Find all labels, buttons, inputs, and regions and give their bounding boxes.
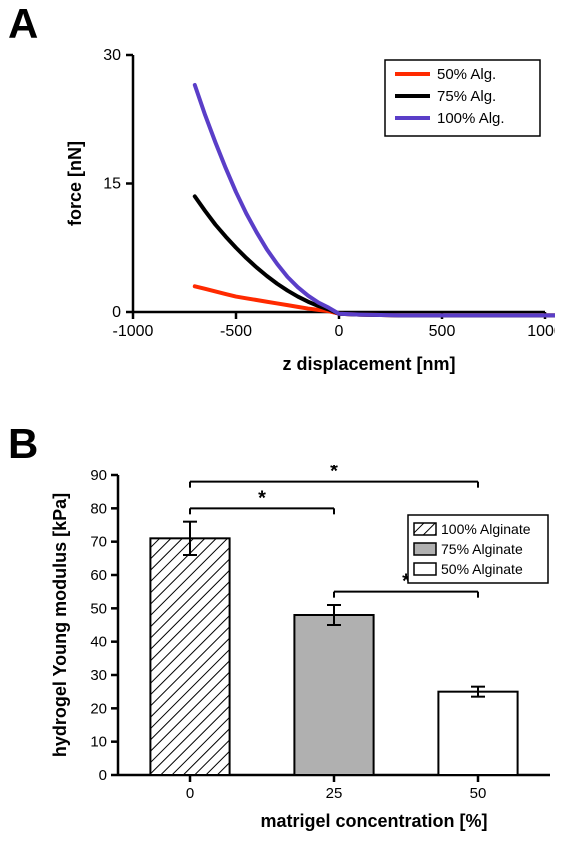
panel-b-label: B bbox=[8, 420, 38, 468]
svg-text:50: 50 bbox=[90, 600, 107, 617]
panel-a-chart: -1000 -500 0 500 1000 0 15 30 z displacement [nm… bbox=[55, 40, 555, 380]
bar-50 bbox=[438, 692, 517, 775]
svg-text:30: 30 bbox=[90, 667, 107, 684]
svg-text:25: 25 bbox=[326, 785, 343, 802]
svg-text:60: 60 bbox=[90, 567, 107, 584]
svg-text:75% Alg.: 75% Alg. bbox=[437, 88, 496, 105]
svg-text:*: * bbox=[258, 487, 266, 509]
svg-text:10: 10 bbox=[90, 734, 107, 751]
svg-text:20: 20 bbox=[90, 700, 107, 717]
svg-text:-1000: -1000 bbox=[113, 323, 154, 340]
svg-text:100% Alginate: 100% Alginate bbox=[441, 521, 531, 537]
svg-text:1000: 1000 bbox=[527, 323, 555, 340]
svg-text:75% Alginate: 75% Alginate bbox=[441, 541, 523, 557]
svg-text:0: 0 bbox=[112, 304, 121, 321]
svg-text:30: 30 bbox=[103, 47, 121, 64]
svg-text:100% Alg.: 100% Alg. bbox=[437, 110, 505, 127]
svg-text:force [nN]: force [nN] bbox=[65, 141, 85, 226]
svg-text:15: 15 bbox=[103, 176, 121, 193]
svg-text:500: 500 bbox=[429, 323, 456, 340]
svg-text:70: 70 bbox=[90, 534, 107, 551]
svg-text:0: 0 bbox=[335, 323, 344, 340]
svg-text:50% Alginate: 50% Alginate bbox=[441, 561, 523, 577]
svg-text:*: * bbox=[330, 465, 338, 483]
svg-text:80: 80 bbox=[90, 500, 107, 517]
svg-text:0: 0 bbox=[99, 767, 107, 784]
svg-text:50: 50 bbox=[470, 785, 487, 802]
svg-text:matrigel concentration [%]: matrigel concentration [%] bbox=[260, 811, 487, 831]
svg-text:0: 0 bbox=[186, 785, 194, 802]
panel-a-label: A bbox=[8, 0, 38, 48]
bar-25 bbox=[294, 615, 373, 775]
svg-text:50% Alg.: 50% Alg. bbox=[437, 66, 496, 83]
svg-text:-500: -500 bbox=[220, 323, 252, 340]
svg-text:hydrogel Young modulus [kPa]: hydrogel Young modulus [kPa] bbox=[50, 493, 70, 757]
svg-text:90: 90 bbox=[90, 467, 107, 484]
bar-0 bbox=[150, 538, 229, 775]
svg-text:40: 40 bbox=[90, 634, 107, 651]
panel-b-chart: 010203040506070809002550***matrigel conc… bbox=[40, 465, 560, 835]
svg-text:z displacement [nm]: z displacement [nm] bbox=[282, 354, 455, 374]
